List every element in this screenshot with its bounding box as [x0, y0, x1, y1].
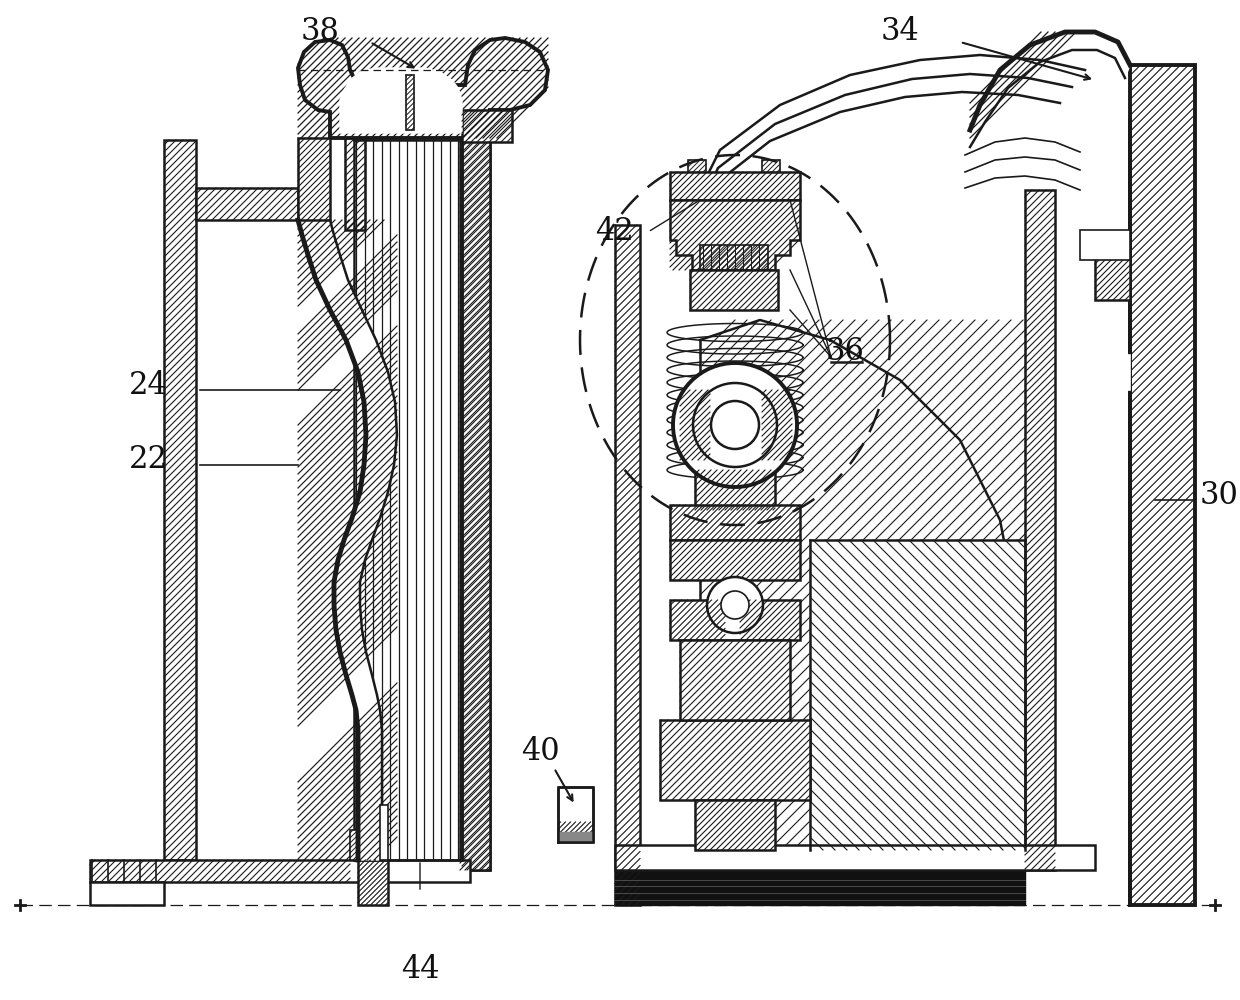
- Polygon shape: [970, 32, 1130, 147]
- Bar: [358, 860, 388, 905]
- Bar: [763, 160, 780, 172]
- Bar: [350, 830, 358, 860]
- Bar: [164, 140, 196, 860]
- Bar: [405, 75, 414, 130]
- Polygon shape: [298, 38, 548, 138]
- Text: 36: 36: [826, 336, 864, 367]
- Polygon shape: [670, 200, 800, 270]
- Bar: [1080, 355, 1130, 390]
- Bar: [1025, 190, 1055, 870]
- Polygon shape: [810, 540, 1025, 850]
- Bar: [694, 800, 775, 850]
- Text: 40: 40: [521, 736, 559, 768]
- Text: 44: 44: [401, 954, 439, 986]
- Polygon shape: [558, 832, 593, 842]
- Text: 34: 34: [880, 16, 919, 47]
- Bar: [670, 600, 800, 640]
- Bar: [91, 860, 470, 882]
- Text: 22: 22: [129, 444, 167, 476]
- Polygon shape: [340, 68, 463, 133]
- Bar: [1080, 230, 1130, 260]
- Bar: [670, 172, 800, 200]
- Bar: [680, 640, 790, 720]
- Bar: [670, 505, 800, 540]
- Bar: [298, 138, 330, 220]
- Bar: [460, 130, 490, 870]
- Circle shape: [711, 401, 759, 449]
- Bar: [463, 110, 512, 142]
- Bar: [91, 882, 164, 905]
- Circle shape: [673, 363, 797, 487]
- Text: 24: 24: [129, 369, 167, 400]
- Polygon shape: [701, 320, 1030, 850]
- Bar: [660, 720, 810, 800]
- Bar: [463, 130, 490, 870]
- Polygon shape: [615, 870, 1025, 905]
- Text: 30: 30: [1200, 480, 1239, 510]
- Circle shape: [707, 577, 763, 633]
- Bar: [1130, 65, 1195, 905]
- Circle shape: [693, 383, 777, 467]
- Bar: [701, 245, 768, 270]
- Polygon shape: [298, 220, 397, 860]
- Bar: [558, 787, 593, 842]
- Bar: [1095, 235, 1130, 300]
- Bar: [689, 270, 777, 310]
- Bar: [694, 470, 775, 510]
- Bar: [670, 540, 800, 580]
- Circle shape: [720, 591, 749, 619]
- Bar: [615, 845, 1095, 870]
- Bar: [345, 130, 365, 230]
- Bar: [196, 188, 298, 220]
- Bar: [379, 805, 388, 860]
- Bar: [688, 160, 706, 172]
- Text: 38: 38: [300, 16, 340, 47]
- Bar: [615, 225, 640, 905]
- Text: 42: 42: [595, 217, 634, 247]
